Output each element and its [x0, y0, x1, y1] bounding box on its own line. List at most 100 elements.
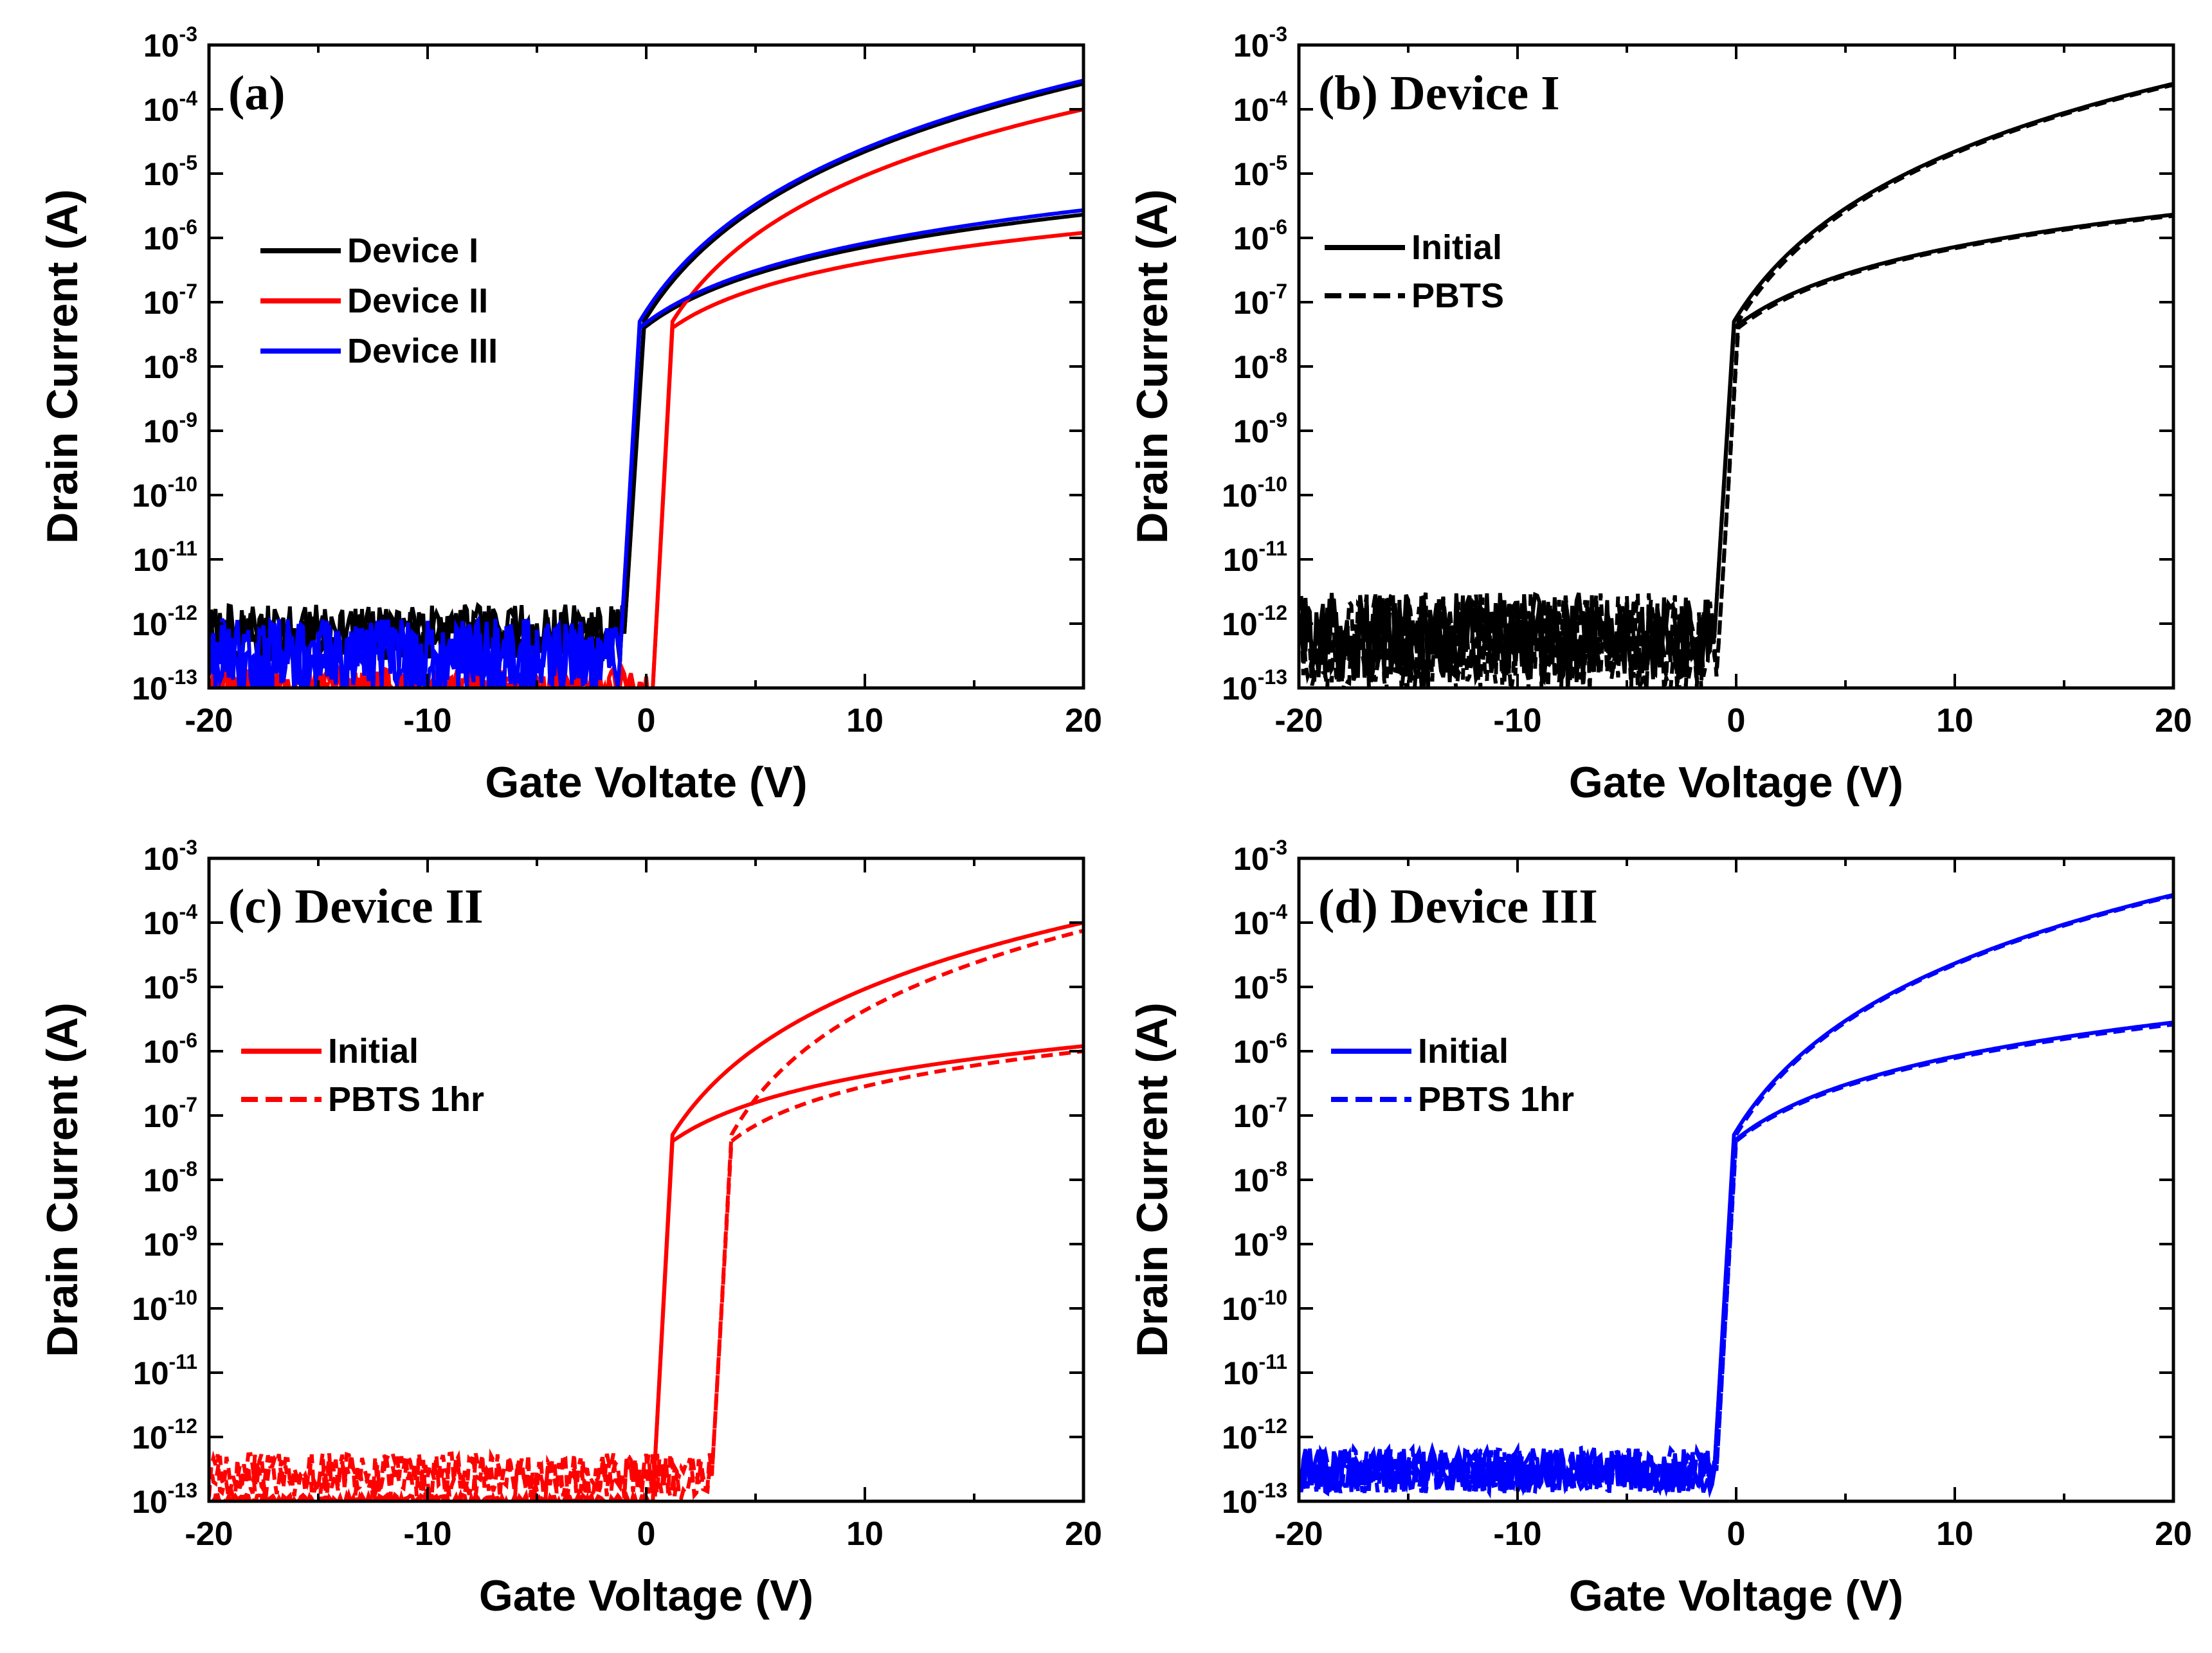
series-group — [209, 921, 1083, 1501]
series-line-device-iii-high — [209, 78, 1083, 688]
series-line-initial-high — [210, 921, 1083, 1501]
x-tick-label: -20 — [185, 1515, 233, 1553]
y-tick-label: 10-4 — [1233, 900, 1287, 941]
series-line-device-i-high — [209, 82, 1083, 665]
x-tick-label: 10 — [1936, 702, 1973, 739]
y-tick-label: 10-12 — [1222, 601, 1287, 642]
y-tick-label: 10-6 — [143, 215, 197, 257]
series-line-pbts-1hr-low — [209, 1049, 1083, 1501]
series-group — [209, 78, 1083, 688]
x-axis-label: Gate Voltage (V) — [1569, 1571, 1903, 1620]
y-tick-label: 10-9 — [1233, 1222, 1287, 1263]
x-tick-label: -20 — [1274, 1515, 1323, 1553]
y-tick-label: 10-12 — [1222, 1414, 1287, 1456]
series-line-pbts-high — [1299, 83, 2173, 688]
legend-label: Initial — [328, 1032, 419, 1070]
x-tick-label: 0 — [637, 702, 656, 739]
y-tick-label: 10-7 — [143, 280, 197, 321]
x-tick-label: -20 — [185, 702, 233, 739]
plot-frame — [1297, 43, 2175, 690]
legend-label: Device I — [347, 231, 478, 270]
y-tick-label: 10-3 — [1233, 836, 1287, 877]
x-tick-label: 20 — [2155, 1515, 2192, 1553]
series-line-initial-low — [210, 1044, 1083, 1501]
plot-frame — [207, 43, 1085, 690]
x-axis-label: Gate Voltage (V) — [479, 1571, 813, 1620]
y-tick-label: 10-13 — [1222, 665, 1287, 707]
x-tick-label: 10 — [846, 702, 884, 739]
y-tick-label: 10-3 — [143, 836, 197, 877]
x-tick-label: -10 — [1493, 702, 1541, 739]
y-tick-label: 10-11 — [1223, 537, 1287, 578]
series-line-device-i-low — [209, 212, 1083, 669]
series-line-initial-high — [1299, 892, 2173, 1497]
y-tick-label: 10-6 — [1233, 1029, 1287, 1070]
x-tick-label: 0 — [1727, 702, 1746, 739]
y-tick-label: 10-3 — [1233, 23, 1287, 64]
series-group — [1299, 892, 2173, 1499]
legend-label: PBTS 1hr — [328, 1080, 484, 1119]
x-tick-label: 10 — [1936, 1515, 1973, 1553]
y-tick-label: 10-13 — [132, 665, 197, 707]
x-axis-label: Gate Voltage (V) — [1569, 758, 1903, 807]
plot-frame — [1297, 856, 2175, 1503]
y-tick-label: 10-11 — [133, 1350, 197, 1391]
y-tick-label: 10-9 — [143, 1222, 197, 1263]
y-tick-label: 10-5 — [1233, 151, 1287, 192]
series-line-pbts-low — [1299, 213, 2173, 688]
x-tick-label: 0 — [1727, 1515, 1746, 1553]
y-tick-label: 10-5 — [143, 964, 197, 1006]
y-tick-label: 10-9 — [143, 408, 197, 449]
y-tick-label: 10-6 — [143, 1029, 197, 1070]
legend-label: Initial — [1411, 228, 1502, 267]
y-tick-label: 10-4 — [143, 87, 197, 128]
panel-title: (a) — [228, 66, 286, 120]
y-axis-label: Drain Current (A) — [38, 189, 87, 544]
y-axis-label: Drain Current (A) — [1128, 1002, 1177, 1357]
x-tick-label: 0 — [637, 1515, 656, 1553]
series-line-device-iii-low — [209, 208, 1083, 688]
y-tick-label: 10-7 — [1233, 280, 1287, 321]
series-line-pbts-1hr-high — [209, 928, 1083, 1501]
panel-title: (b) Device I — [1318, 66, 1560, 120]
y-tick-label: 10-13 — [1222, 1479, 1287, 1520]
plot-frame — [207, 856, 1085, 1503]
x-tick-label: 20 — [2155, 702, 2192, 739]
legend-label: Device III — [347, 332, 498, 370]
chart-panel-0: -20 -10 0 10 20 10-13 10-12 10-11 10-10 10-9 10-8 1… — [38, 23, 1102, 807]
y-tick-label: 10-8 — [143, 344, 197, 385]
series-line-pbts-1hr-low — [1299, 1022, 2173, 1497]
y-tick-label: 10-8 — [1233, 1157, 1287, 1198]
y-tick-label: 10-11 — [1223, 1350, 1287, 1391]
y-axis-label: Drain Current (A) — [1128, 189, 1177, 544]
y-tick-label: 10-10 — [1222, 473, 1287, 514]
y-tick-label: 10-7 — [1233, 1093, 1287, 1134]
legend-label: PBTS — [1411, 276, 1504, 315]
legend-label: Initial — [1418, 1032, 1509, 1070]
y-tick-label: 10-12 — [132, 1414, 197, 1456]
y-tick-label: 10-4 — [143, 900, 197, 941]
y-tick-label: 10-5 — [143, 151, 197, 192]
x-tick-label: 20 — [1065, 702, 1102, 739]
y-tick-label: 10-13 — [132, 1479, 197, 1520]
chart-panel-3: -20 -10 0 10 20 10-13 10-12 10-11 10-10 10-9 10-8 1… — [1128, 836, 2192, 1620]
chart-panel-1: -20 -10 0 10 20 10-13 10-12 10-11 10-10 10-9 10-8 1… — [1128, 23, 2192, 807]
y-tick-label: 10-7 — [143, 1093, 197, 1134]
y-tick-label: 10-10 — [1222, 1286, 1287, 1327]
x-tick-label: -10 — [403, 1515, 451, 1553]
panel-title: (d) Device III — [1318, 880, 1598, 934]
legend-label: Device II — [347, 282, 488, 320]
x-axis-label: Gate Voltate (V) — [485, 758, 807, 807]
x-tick-label: -10 — [1493, 1515, 1541, 1553]
x-tick-label: 20 — [1065, 1515, 1102, 1553]
y-axis-label: Drain Current (A) — [38, 1002, 87, 1357]
x-tick-label: 10 — [846, 1515, 884, 1553]
y-tick-label: 10-9 — [1233, 408, 1287, 449]
chart-panel-2: -20 -10 0 10 20 10-13 10-12 10-11 10-10 10-9 10-8 1… — [38, 836, 1102, 1620]
panel-title: (c) Device II — [228, 880, 484, 934]
legend-label: PBTS 1hr — [1418, 1080, 1574, 1119]
y-tick-label: 10-5 — [1233, 964, 1287, 1006]
y-tick-label: 10-3 — [143, 23, 197, 64]
y-tick-label: 10-6 — [1233, 215, 1287, 257]
